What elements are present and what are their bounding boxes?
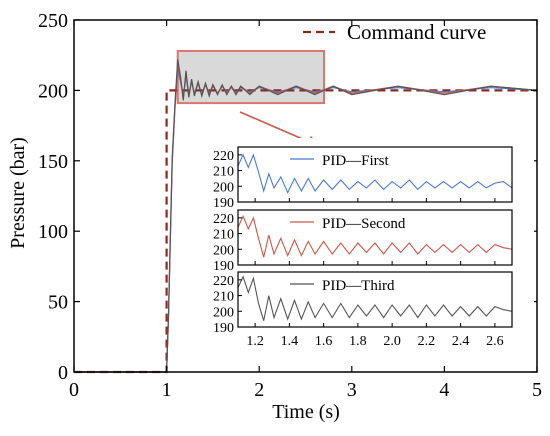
inset-x-tick-label: 2.0	[383, 334, 401, 349]
inset-x-tick-label: 1.2	[246, 334, 264, 349]
legend-command-label: Command curve	[347, 20, 486, 44]
zoom-region-rect	[176, 49, 326, 105]
inset-y-tick-label: 200	[213, 180, 234, 195]
x-tick-label: 5	[532, 379, 542, 401]
inset-x-tick-label: 1.4	[281, 334, 299, 349]
inset-y-tick-label: 190	[213, 259, 234, 274]
inset-y-tick-label: 210	[213, 165, 234, 180]
inset-legend-label: PID—Third	[322, 278, 395, 294]
inset-panels: PID—First190200210220PID—Second190200210…	[200, 138, 534, 362]
x-tick-label: 1	[162, 379, 172, 401]
main-plot-frame	[73, 19, 538, 373]
inset-y-tick-label: 210	[213, 290, 234, 305]
inset-y-tick-label: 220	[213, 274, 234, 289]
inset-frame	[237, 271, 513, 328]
inset-y-tick-label: 190	[213, 321, 234, 336]
inset-legend-label: PID—First	[322, 153, 390, 169]
main-legend: Command curve	[303, 20, 486, 44]
inset-frame	[237, 146, 513, 203]
inset-y-tick-label: 200	[213, 305, 234, 320]
inset-y-tick-label: 220	[213, 212, 234, 227]
inset-x-tick-label: 2.2	[418, 334, 436, 349]
y-axis-title: Pressure (bar)	[7, 137, 29, 249]
inset-y-tick-label: 220	[213, 149, 234, 164]
y-tick-label: 150	[38, 151, 68, 173]
inset-background	[200, 138, 534, 362]
main-series-line-3	[74, 59, 538, 373]
x-tick-label: 0	[69, 379, 79, 401]
y-tick-label: 0	[58, 362, 68, 384]
y-tick-label: 50	[48, 292, 68, 314]
x-tick-label: 4	[439, 379, 449, 401]
inset-x-tick-label: 2.4	[452, 334, 470, 349]
x-tick-label: 3	[347, 379, 357, 401]
inset-y-tick-label: 210	[213, 228, 234, 243]
inset-legend-label: PID—Second	[322, 216, 406, 232]
inset-y-tick-label: 190	[213, 196, 234, 211]
inset-series-line	[237, 275, 513, 321]
inset-x-tick-label: 2.6	[486, 334, 504, 349]
y-tick-label: 200	[38, 80, 68, 102]
y-tick-label: 250	[38, 10, 68, 32]
inset-frame	[237, 209, 513, 266]
inset-y-tick-label: 200	[213, 243, 234, 258]
x-axis-title: Time (s)	[272, 401, 340, 423]
inset-series-line	[237, 153, 513, 194]
inset-x-tick-label: 1.8	[349, 334, 367, 349]
zoom-region-box	[176, 49, 326, 105]
inset-series-line	[237, 214, 513, 258]
x-tick-label: 2	[254, 379, 264, 401]
inset-x-tick-label: 1.6	[315, 334, 333, 349]
y-tick-label: 100	[38, 221, 68, 243]
